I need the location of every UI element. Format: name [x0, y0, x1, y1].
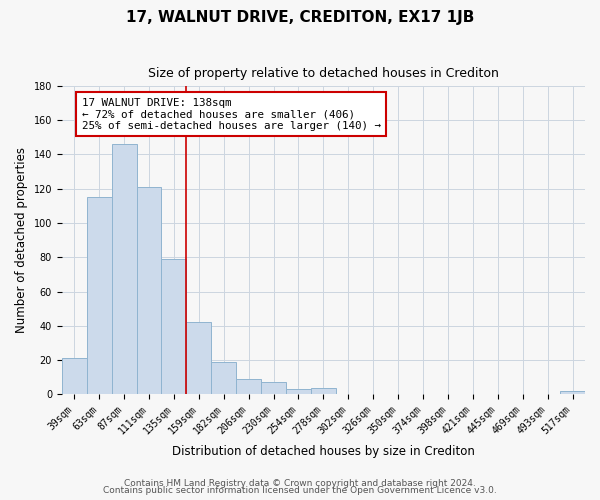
Bar	[261, 382, 286, 394]
X-axis label: Distribution of detached houses by size in Crediton: Distribution of detached houses by size …	[172, 444, 475, 458]
Bar	[112, 144, 137, 395]
Title: Size of property relative to detached houses in Crediton: Size of property relative to detached ho…	[148, 68, 499, 80]
Bar	[236, 379, 261, 394]
Bar	[286, 390, 311, 394]
Bar	[211, 362, 236, 394]
Bar	[137, 187, 161, 394]
Text: 17, WALNUT DRIVE, CREDITON, EX17 1JB: 17, WALNUT DRIVE, CREDITON, EX17 1JB	[126, 10, 474, 25]
Bar	[86, 198, 112, 394]
Y-axis label: Number of detached properties: Number of detached properties	[15, 147, 28, 333]
Bar	[62, 358, 86, 394]
Bar	[311, 388, 336, 394]
Bar	[187, 322, 211, 394]
Text: Contains public sector information licensed under the Open Government Licence v3: Contains public sector information licen…	[103, 486, 497, 495]
Bar	[560, 391, 585, 394]
Text: Contains HM Land Registry data © Crown copyright and database right 2024.: Contains HM Land Registry data © Crown c…	[124, 478, 476, 488]
Text: 17 WALNUT DRIVE: 138sqm
← 72% of detached houses are smaller (406)
25% of semi-d: 17 WALNUT DRIVE: 138sqm ← 72% of detache…	[82, 98, 381, 131]
Bar	[161, 259, 187, 394]
